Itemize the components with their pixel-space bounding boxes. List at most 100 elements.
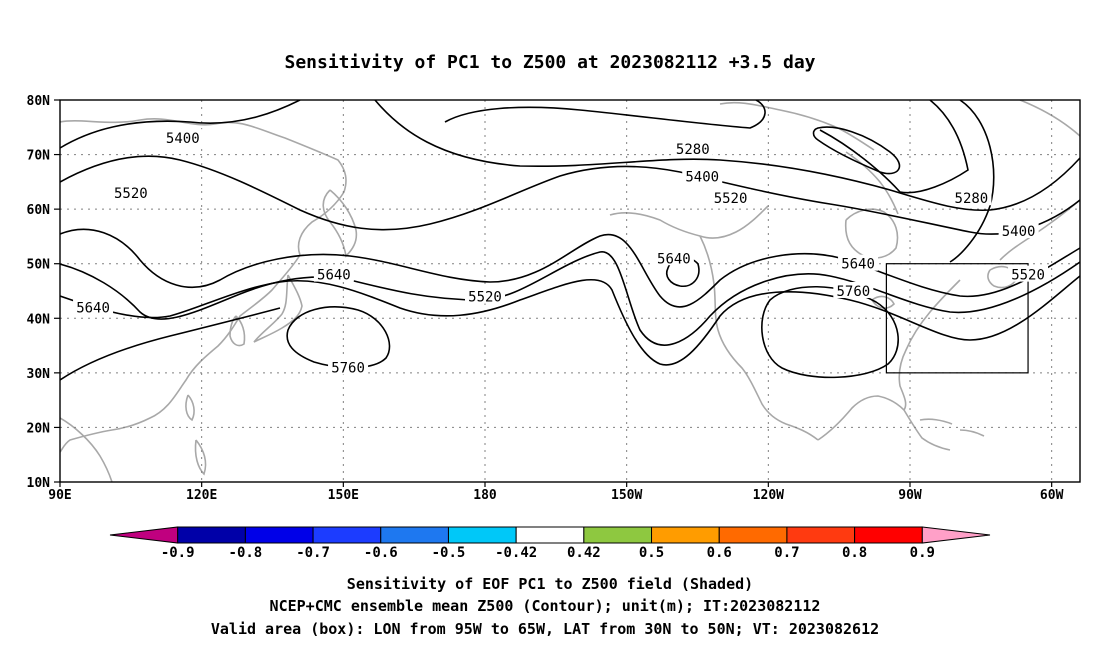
colorbar-label: -0.5 [432, 545, 466, 561]
colorbar-segment [651, 526, 720, 544]
contour-label: 5640 [657, 251, 691, 267]
lat-tick-label: 70N [27, 149, 51, 164]
lat-tick-label: 10N [27, 476, 51, 491]
contour-label: 5760 [836, 284, 870, 300]
colorbar-label: 0.7 [774, 545, 799, 561]
contour-label: 5520 [114, 186, 148, 202]
contour-5760-atlantic [761, 285, 899, 379]
contour-5280-loop [444, 100, 766, 129]
coastlines [60, 100, 1080, 482]
contour-label-bg [682, 167, 723, 184]
contour-label-bg [838, 254, 879, 271]
contour-label-bg [951, 189, 992, 206]
lon-tick-label: 120E [186, 488, 217, 503]
colorbar-label: 0.9 [910, 545, 935, 561]
contour-5520-west [60, 155, 1080, 235]
contour-label-bg [313, 265, 354, 282]
colorbar-segment [177, 526, 246, 544]
coastline-indochina [60, 417, 113, 482]
contour-label: 5520 [468, 289, 502, 305]
colorbar-label: -0.8 [229, 545, 263, 561]
contour-label-bg [73, 298, 114, 315]
coastline-na-east [898, 279, 961, 411]
caption-valid-area: Valid area (box): LON from 95W to 65W, L… [211, 620, 879, 638]
colorbar-label: 0.6 [707, 545, 732, 561]
colorbar-segment [447, 526, 517, 544]
coastline-philippines [185, 394, 207, 476]
contour-label: 5640 [76, 300, 110, 316]
coastline-gulf [817, 395, 951, 451]
lat-tick-label: 30N [27, 367, 51, 382]
contour-label-bg [1008, 265, 1049, 282]
contour-label: 5400 [1002, 224, 1036, 240]
lat-tick-label: 60N [27, 203, 51, 218]
colorbar-segment [718, 526, 788, 544]
coastline-newfoundland [987, 265, 1019, 289]
coastline-hudson-bay [844, 208, 899, 259]
figure-title: Sensitivity of PC1 to Z500 at 2023082112… [284, 52, 815, 73]
contour-label: 5280 [676, 142, 710, 158]
colorbar-label: 0.42 [567, 545, 601, 561]
contour-label: 5400 [166, 131, 200, 147]
caption-shaded: Sensitivity of EOF PC1 to Z500 field (Sh… [347, 575, 753, 593]
lat-tick-label: 20N [27, 421, 51, 436]
lon-tick-label: 150W [611, 488, 642, 503]
contour-5760-west [60, 307, 281, 381]
contour-5640-west [60, 228, 1080, 308]
colorbar-segment [786, 526, 856, 544]
contour-5280-ring [812, 126, 901, 175]
coastline-east-asia [60, 254, 301, 453]
caption-contour: NCEP+CMC ensemble mean Z500 (Contour); u… [270, 597, 821, 615]
colorbar-label: -0.9 [161, 545, 195, 561]
lat-tick-label: 50N [27, 258, 51, 273]
contour-5400-west [60, 100, 301, 149]
map-frame [59, 99, 1081, 483]
colorbar-segment [921, 526, 991, 544]
colorbar: -0.9 -0.8 -0.7 -0.6 -0.5 -0.42 0.42 0.5 0.6 0.7 0.… [109, 526, 991, 561]
contour-label-bg [653, 249, 694, 266]
colorbar-segment [854, 526, 923, 544]
lon-tick-label: 150E [328, 488, 359, 503]
contour-label: 5520 [714, 191, 748, 207]
colorbar-label: 0.5 [639, 545, 664, 561]
contour-label-bg [162, 129, 203, 146]
contour-label-bg [465, 287, 505, 304]
longitude-axis: 90E 120E 150E 180 150W 120W 90W 60W [48, 482, 1064, 503]
lon-tick-label: 90W [898, 488, 922, 503]
colorbar-segment [515, 526, 585, 544]
contour-label: 5760 [331, 360, 365, 376]
lon-tick-label: 180 [473, 488, 497, 503]
contour-label-bg [110, 183, 151, 200]
colorbar-label: -0.7 [296, 545, 330, 561]
contour-5400-east [949, 100, 995, 263]
graticule [60, 100, 1080, 482]
lon-tick-label: 90E [48, 488, 71, 503]
coastline-great-lakes [871, 295, 895, 309]
contour-labels: 5400 5520 5640 5640 5760 5520 5640 5280 5400 5520… [73, 129, 1049, 376]
contour-label: 5640 [841, 257, 875, 273]
contour-label: 5400 [685, 169, 719, 185]
contour-label: 5640 [317, 268, 351, 284]
coastline-arctic-islands [719, 101, 899, 215]
contour-label-bg [833, 282, 874, 298]
colorbar-segment [312, 526, 382, 544]
contour-5640-third [60, 275, 1080, 366]
valid-area-box [885, 263, 1029, 374]
contour-label-bg [328, 358, 369, 375]
contour-label-bg [672, 140, 713, 157]
colorbar-label: -0.6 [364, 545, 398, 561]
coastline-siberia [60, 118, 347, 256]
contour-5280-east [819, 100, 969, 194]
coastline-na-west [699, 235, 819, 441]
contour-label-bg [710, 189, 751, 206]
colorbar-segment [380, 526, 449, 544]
coastline-caribbean [919, 418, 985, 437]
coastline-korea [229, 315, 246, 347]
coastline-alaska [609, 205, 769, 239]
map-panel: 5400 5520 5640 5640 5760 5520 5640 5280 5400 5520… [27, 94, 1081, 503]
colorbar-segment [109, 526, 179, 544]
contour-label: 5280 [955, 191, 989, 207]
lon-tick-label: 120W [753, 488, 784, 503]
lat-tick-label: 40N [27, 312, 51, 327]
